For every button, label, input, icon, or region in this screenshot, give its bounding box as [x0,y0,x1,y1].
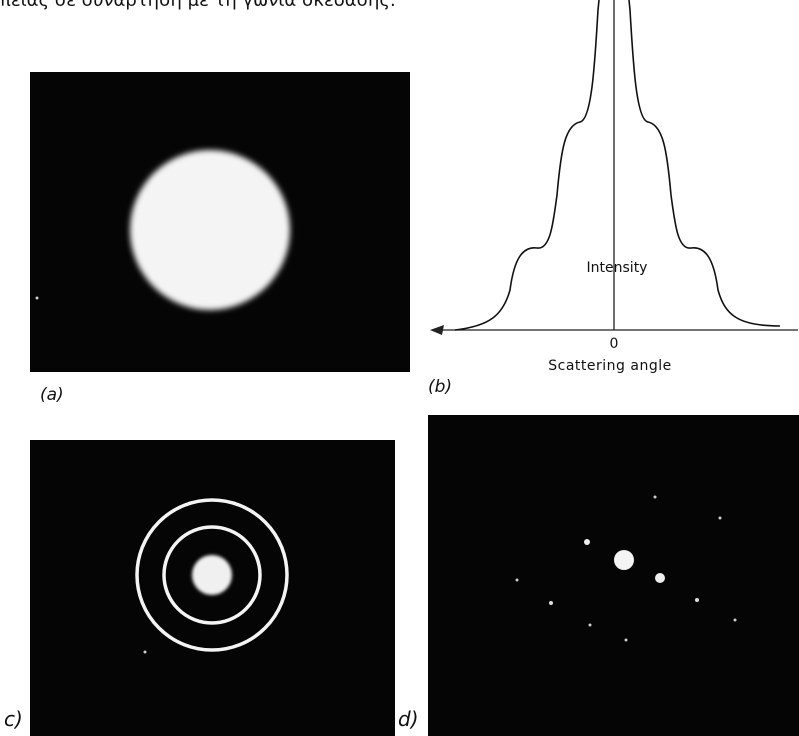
panel-d-image [428,415,799,736]
diffraction-spot [654,496,657,499]
diffraction-spot [584,539,590,545]
speck [144,651,147,654]
caption: πείας σε συνάρτηση με τη γωνία σκέδασης. [0,0,396,11]
x-axis-label: Scattering angle [548,358,671,374]
panel-c: c) [4,440,395,736]
diffraction-disc [130,150,290,310]
diffraction-spot [695,598,699,602]
diffraction-spot [719,517,722,520]
panel-label: (a) [40,385,64,405]
speck [36,297,39,300]
diffraction-spot [549,601,553,605]
central-spot [614,550,634,570]
origin-label: 0 [610,336,619,352]
diffraction-spot [589,624,592,627]
panel-label: (b) [428,377,452,397]
panel-label: d) [398,707,419,731]
intensity-label: Intensity [587,260,648,276]
diffraction-spot [655,573,665,583]
central-spot [192,555,232,595]
panel-label: c) [4,707,23,731]
diffraction-spot [625,639,628,642]
diffraction-spot [516,579,519,582]
figure-page: πείας σε συνάρτηση με τη γωνία σκέδασης.… [0,0,799,736]
diffraction-spot [734,619,737,622]
panel-d: d) [398,415,799,736]
panel-a: (a) [30,72,410,405]
